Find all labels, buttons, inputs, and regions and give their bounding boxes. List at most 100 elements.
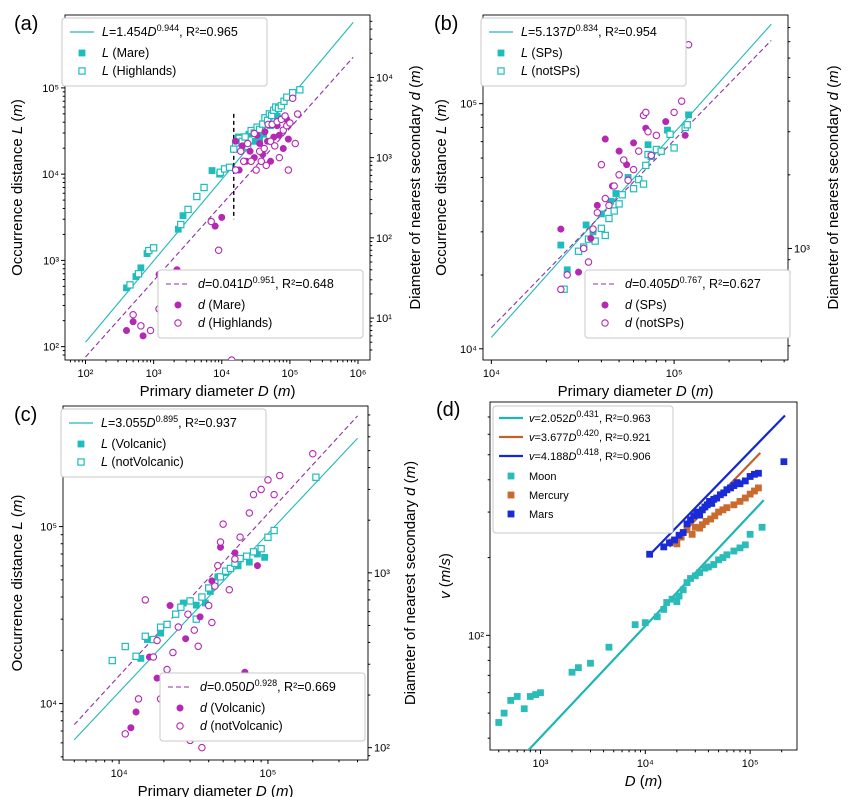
data-point <box>230 145 238 153</box>
data-point <box>123 326 131 334</box>
data-point <box>190 626 199 634</box>
data-point <box>208 167 216 174</box>
data-point <box>225 163 234 172</box>
y-right-tick-label: 10² <box>376 233 392 245</box>
data-point <box>666 130 674 138</box>
data-point <box>730 501 738 509</box>
legend-marker <box>507 510 515 518</box>
data-point <box>137 322 145 330</box>
data-point <box>288 94 297 102</box>
data-point <box>141 596 150 604</box>
legend-marker <box>174 301 182 309</box>
legend-box <box>584 269 791 339</box>
legend-label: L (SPs) <box>521 46 563 60</box>
legend-box <box>61 17 268 87</box>
legend-marker <box>497 67 505 75</box>
data-point <box>129 318 137 326</box>
legend-marker <box>78 49 86 57</box>
data-point <box>241 133 249 141</box>
data-point <box>205 584 213 592</box>
data-point <box>281 112 289 120</box>
data-point <box>685 111 692 119</box>
x-tick-label: 10⁵ <box>281 368 298 380</box>
data-point <box>610 207 618 215</box>
data-point <box>780 458 788 466</box>
y-right-axis-title: Diameter of nearest secondary d (m) <box>407 65 424 309</box>
data-point <box>249 548 258 556</box>
y-tick-label: 10⁵ <box>40 522 57 534</box>
data-point <box>141 632 149 640</box>
data-point <box>675 592 683 600</box>
data-point <box>500 709 508 717</box>
data-point <box>601 135 609 143</box>
legend-label: Moon <box>529 471 557 483</box>
data-point <box>681 131 689 139</box>
x-tick-label: 10⁴ <box>111 768 128 780</box>
data-point <box>630 139 638 147</box>
data-point <box>171 610 180 618</box>
data-point <box>495 719 503 726</box>
panel-3: (c) 10⁴ 10⁵ 10⁴ 10⁵ 10² 10³ Primary diameter D … <box>9 404 419 797</box>
data-point <box>513 693 521 700</box>
data-point <box>615 200 623 208</box>
data-point <box>279 144 287 152</box>
data-point <box>231 166 240 174</box>
legend-label: d (Highlands) <box>198 316 272 330</box>
data-point <box>629 184 638 193</box>
data-point <box>261 128 269 136</box>
data-point <box>134 270 143 278</box>
data-point <box>662 118 670 126</box>
data-point <box>245 558 253 566</box>
data-point <box>683 579 691 587</box>
data-point <box>653 613 661 621</box>
x-tick-label: 10³ <box>533 758 549 770</box>
data-point <box>196 613 204 621</box>
data-point <box>597 224 606 233</box>
data-point <box>271 142 279 150</box>
legend-bottom: d=0.050D0.928, R²=0.669 d (Volcanic) d (no… <box>159 672 366 742</box>
legend-marker <box>78 67 86 75</box>
data-point <box>134 695 143 703</box>
data-point <box>634 147 643 155</box>
data-point <box>574 664 582 672</box>
data-point <box>639 180 648 188</box>
legend-marker <box>497 49 505 57</box>
plot-area <box>85 21 354 360</box>
data-point <box>177 603 185 611</box>
plot-area <box>490 23 772 338</box>
data-point <box>605 643 613 651</box>
fit-label: v=2.052D0.431, R²=0.963 <box>529 409 651 425</box>
fit-label: v=3.677D0.420, R²=0.921 <box>529 428 651 444</box>
data-point <box>236 533 244 541</box>
y-axis-title: v (m/s) <box>437 553 454 599</box>
data-point <box>563 271 571 279</box>
data-point <box>741 494 749 502</box>
data-point <box>644 141 652 149</box>
legend-marker <box>507 472 515 480</box>
y-tick-label: 10² <box>43 342 59 354</box>
legend-box <box>492 405 674 534</box>
data-point <box>157 629 164 637</box>
data-point <box>211 582 219 590</box>
data-point <box>587 234 595 242</box>
legend-label: L (Volcanic) <box>101 437 166 451</box>
x-axis-title: Primary diameter D (m) <box>140 383 296 400</box>
data-point <box>132 652 140 660</box>
data-point <box>615 147 623 155</box>
legend-marker <box>174 319 182 327</box>
data-point <box>261 553 269 561</box>
data-point <box>184 205 192 214</box>
data-point <box>236 147 245 156</box>
data-point <box>293 110 302 118</box>
data-point <box>121 730 129 738</box>
data-point <box>593 208 602 217</box>
data-point <box>139 332 147 340</box>
data-point <box>755 469 762 477</box>
legend-label: L (Highlands) <box>102 64 176 78</box>
data-point <box>710 561 718 568</box>
data-point <box>177 220 185 229</box>
panel-label: (c) <box>14 404 37 426</box>
x-tick-label: 10⁵ <box>742 758 759 770</box>
fit-label: L=5.137D0.834, R²=0.954 <box>521 23 657 39</box>
data-point <box>137 264 145 272</box>
